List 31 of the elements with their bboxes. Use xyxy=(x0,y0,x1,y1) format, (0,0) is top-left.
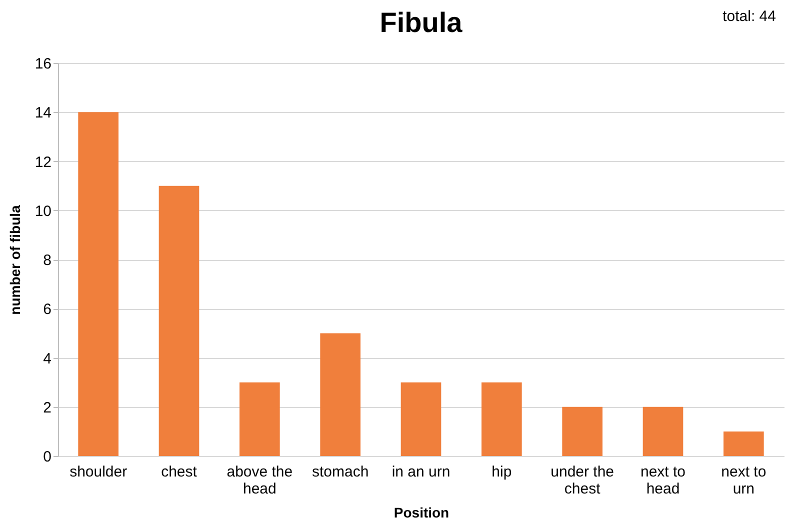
x-tick-label: chest xyxy=(161,464,198,480)
bar xyxy=(158,186,200,456)
x-tick-label: under the chest xyxy=(550,464,614,498)
bar xyxy=(482,382,522,456)
bar xyxy=(78,112,118,456)
x-tick-label: next to head xyxy=(640,464,686,498)
y-tick-label: 6 xyxy=(43,301,52,318)
y-tick-label: 10 xyxy=(34,202,52,220)
text: total: 44 xyxy=(722,8,776,25)
bar xyxy=(724,431,764,456)
bar xyxy=(240,382,280,456)
x-tick-label: shoulder xyxy=(70,464,128,480)
x-tick-label: in an urn xyxy=(392,464,450,480)
x-tick-label: above the head xyxy=(226,464,293,498)
y-tick-label: 4 xyxy=(43,350,52,368)
y-tick-label: 2 xyxy=(43,399,52,416)
x-tick-label: stomach xyxy=(312,464,369,480)
bar xyxy=(400,382,442,456)
y-axis-title: number of fibula xyxy=(6,204,23,315)
bar xyxy=(562,406,602,456)
y-tick-label: 12 xyxy=(34,154,52,171)
bar xyxy=(642,406,684,456)
x-axis-title: Position xyxy=(394,504,450,520)
x-tick-label: hip xyxy=(492,464,512,480)
y-tick-label: 8 xyxy=(43,252,52,269)
bar xyxy=(320,333,360,456)
y-tick-label: 14 xyxy=(34,104,52,122)
chart-title: Fibula xyxy=(380,7,463,38)
x-tick-label: next to urn xyxy=(721,464,766,498)
y-tick-label: 0 xyxy=(43,448,52,466)
y-tick-label: 16 xyxy=(34,56,52,72)
